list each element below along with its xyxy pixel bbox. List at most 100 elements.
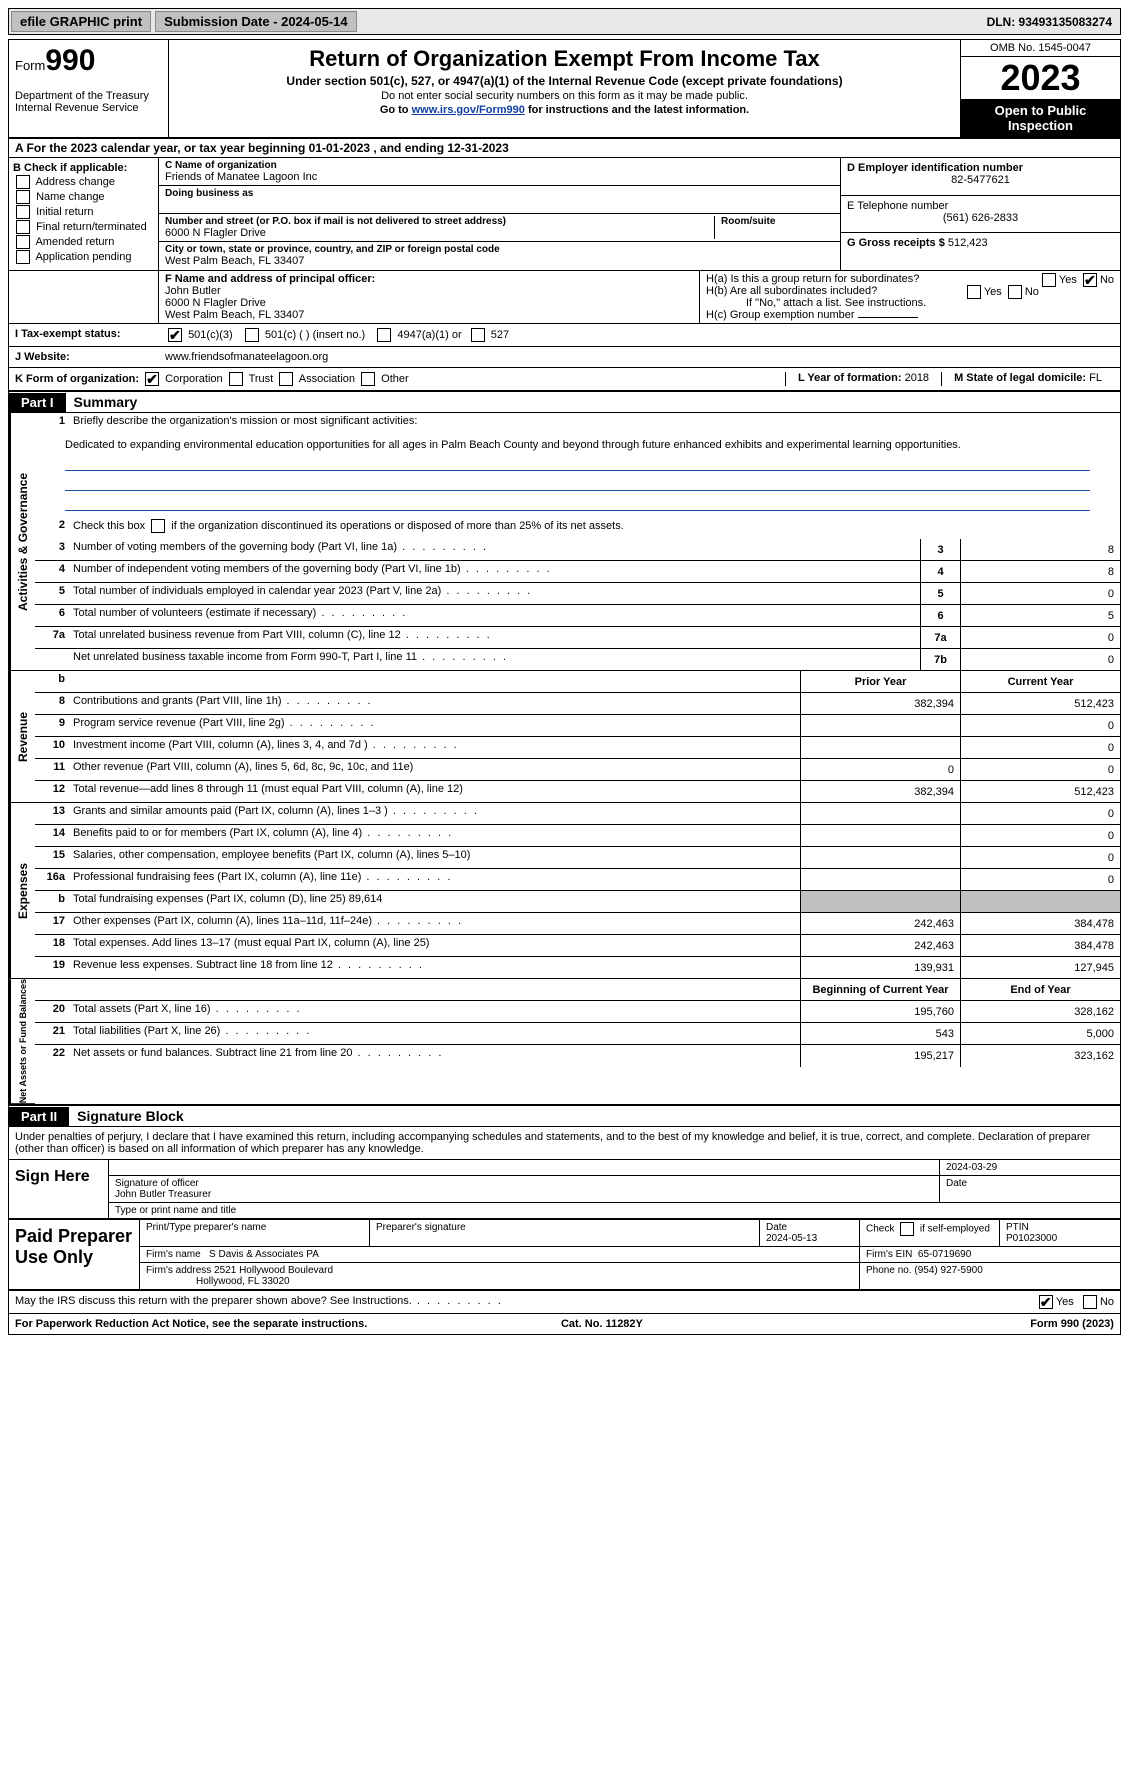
cb-527[interactable]	[471, 328, 485, 342]
sign-date: 2024-03-29	[940, 1160, 1120, 1175]
cb-address-change[interactable]: Address change	[13, 175, 154, 189]
paperwork-notice: For Paperwork Reduction Act Notice, see …	[15, 1318, 367, 1330]
end-year-header: End of Year	[960, 979, 1120, 1000]
firm-ein: 65-0719690	[918, 1249, 971, 1260]
sign-here-label: Sign Here	[9, 1160, 109, 1218]
firm-addr1: 2521 Hollywood Boulevard	[214, 1265, 333, 1276]
irs-link[interactable]: www.irs.gov/Form990	[412, 104, 525, 116]
officer-addr1: 6000 N Flagler Drive	[165, 297, 266, 309]
l15-current: 0	[960, 847, 1120, 868]
part-i-tag: Part I	[9, 393, 66, 412]
activities-governance-section: Activities & Governance 1Briefly describ…	[9, 413, 1120, 671]
l12-current: 512,423	[960, 781, 1120, 802]
l13-prior	[800, 803, 960, 824]
form-subtitle: Under section 501(c), 527, or 4947(a)(1)…	[177, 74, 952, 88]
cb-name-change[interactable]: Name change	[13, 190, 154, 204]
public-inspection-label: Open to Public Inspection	[961, 99, 1120, 137]
phone-value: (561) 626-2833	[847, 212, 1114, 224]
cb-initial-return[interactable]: Initial return	[13, 205, 154, 219]
form-word: Form	[15, 58, 45, 73]
line-7b-value: 0	[960, 649, 1120, 670]
cb-4947[interactable]	[377, 328, 391, 342]
cb-trust[interactable]	[229, 372, 243, 386]
address-label: Number and street (or P.O. box if mail i…	[165, 216, 714, 227]
mission-q: Briefly describe the organization's miss…	[69, 413, 1120, 435]
line-6-text: Total number of volunteers (estimate if …	[69, 605, 920, 626]
cb-application-pending[interactable]: Application pending	[13, 250, 154, 264]
l19-current: 127,945	[960, 957, 1120, 978]
cb-final-return[interactable]: Final return/terminated	[13, 220, 154, 234]
box-b: B Check if applicable: Address change Na…	[9, 158, 159, 270]
cb-association[interactable]	[279, 372, 293, 386]
cb-self-employed[interactable]	[900, 1222, 914, 1236]
line-6-value: 5	[960, 605, 1120, 626]
net-assets-section: Net Assets or Fund Balances Beginning of…	[9, 979, 1120, 1106]
cb-other[interactable]	[361, 372, 375, 386]
prep-name-label: Print/Type preparer's name	[140, 1220, 370, 1246]
line-4-text: Number of independent voting members of …	[69, 561, 920, 582]
hb-no[interactable]	[1008, 285, 1022, 299]
l21-end: 5,000	[960, 1023, 1120, 1044]
box-i-label: I Tax-exempt status:	[9, 324, 159, 346]
l16b-prior-shaded	[800, 891, 960, 912]
prep-date: 2024-05-13	[766, 1233, 817, 1244]
footer: For Paperwork Reduction Act Notice, see …	[9, 1314, 1120, 1334]
top-toolbar: efile GRAPHIC print Submission Date - 20…	[8, 8, 1121, 35]
box-d-e-g: D Employer identification number 82-5477…	[840, 158, 1120, 270]
cb-discontinued[interactable]	[151, 519, 165, 533]
website-value: www.friendsofmanateelagoon.org	[159, 347, 1120, 367]
l9-prior	[800, 715, 960, 736]
k-l-m-row: K Form of organization: Corporation Trus…	[9, 368, 1120, 392]
form-header: Form990 Department of the Treasury Inter…	[9, 40, 1120, 139]
l19-prior: 139,931	[800, 957, 960, 978]
officer-sign-name: John Butler Treasurer	[115, 1189, 211, 1200]
l18-prior: 242,463	[800, 935, 960, 956]
discuss-yes[interactable]	[1039, 1295, 1053, 1309]
submission-date-button[interactable]: Submission Date - 2024-05-14	[155, 11, 357, 32]
discuss-no[interactable]	[1083, 1295, 1097, 1309]
paid-preparer-label: Paid Preparer Use Only	[9, 1220, 139, 1289]
efile-print-button[interactable]: efile GRAPHIC print	[11, 11, 151, 32]
part-ii-header: Part II Signature Block	[9, 1106, 1120, 1127]
officer-addr2: West Palm Beach, FL 33407	[165, 309, 304, 321]
gross-receipts-value: 512,423	[948, 237, 988, 249]
l20-end: 328,162	[960, 1001, 1120, 1022]
discuss-row: May the IRS discuss this return with the…	[9, 1291, 1120, 1314]
org-name: Friends of Manatee Lagoon Inc	[165, 171, 834, 183]
cat-no: Cat. No. 11282Y	[561, 1318, 643, 1330]
form-title: Return of Organization Exempt From Incom…	[177, 46, 952, 72]
prep-sig-label: Preparer's signature	[370, 1220, 760, 1246]
ha-no[interactable]	[1083, 273, 1097, 287]
line-7b-text: Net unrelated business taxable income fr…	[69, 649, 920, 670]
firm-phone: (954) 927-5900	[914, 1265, 982, 1276]
officer-name: John Butler	[165, 285, 221, 297]
l10-current: 0	[960, 737, 1120, 758]
ha-label: H(a) Is this a group return for subordin…	[706, 273, 919, 285]
cb-501c-other[interactable]	[245, 328, 259, 342]
part-ii-title: Signature Block	[69, 1106, 192, 1126]
line-3-text: Number of voting members of the governin…	[69, 539, 920, 560]
paid-preparer-block: Paid Preparer Use Only Print/Type prepar…	[9, 1220, 1120, 1291]
ptin-value: P01023000	[1006, 1233, 1057, 1244]
identification-block: B Check if applicable: Address change Na…	[9, 158, 1120, 271]
calendar-year-row: A For the 2023 calendar year, or tax yea…	[9, 139, 1120, 158]
address-value: 6000 N Flagler Drive	[165, 227, 714, 239]
l17-current: 384,478	[960, 913, 1120, 934]
l15-prior	[800, 847, 960, 868]
side-label-governance: Activities & Governance	[9, 413, 35, 671]
cb-amended-return[interactable]: Amended return	[13, 235, 154, 249]
tax-exempt-row: I Tax-exempt status: 501(c)(3) 501(c) ( …	[9, 324, 1120, 347]
side-label-expenses: Expenses	[9, 803, 35, 979]
l18-current: 384,478	[960, 935, 1120, 956]
l22-beg: 195,217	[800, 1045, 960, 1067]
box-j-label: J Website:	[9, 347, 159, 367]
cb-corporation[interactable]	[145, 372, 159, 386]
side-label-revenue: Revenue	[9, 671, 35, 803]
cb-501c3[interactable]	[168, 328, 182, 342]
current-year-header: Current Year	[960, 671, 1120, 692]
signature-intro: Under penalties of perjury, I declare th…	[9, 1127, 1120, 1160]
hb-yes[interactable]	[967, 285, 981, 299]
l17-prior: 242,463	[800, 913, 960, 934]
l9-current: 0	[960, 715, 1120, 736]
ha-yes[interactable]	[1042, 273, 1056, 287]
